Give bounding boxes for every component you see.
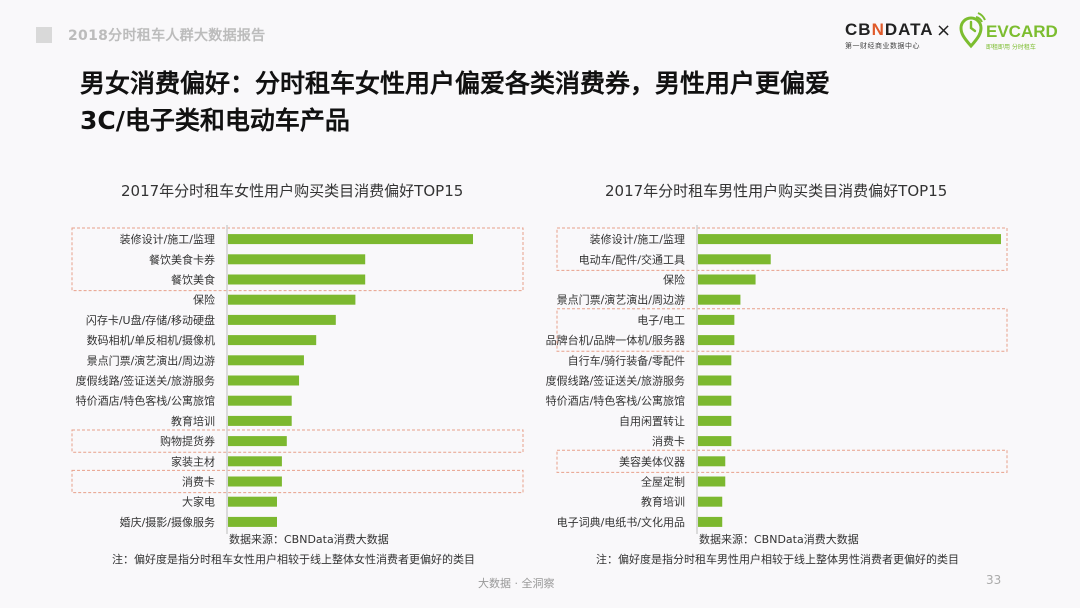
- chart-title: 2017年分时租车男性用户购买类目消费偏好TOP15: [605, 182, 948, 200]
- category-label: 数码相机/单反相机/摄像机: [87, 333, 215, 347]
- male-chart-source: 数据来源：CBNData消费大数据: [699, 533, 859, 546]
- bar: [228, 436, 287, 447]
- highlight-box: [71, 429, 524, 453]
- cbndata-subtitle: 第一财经商业数据中心: [845, 42, 920, 50]
- bar: [228, 456, 282, 467]
- category-label: 景点门票/演艺演出/周边游: [557, 293, 685, 307]
- cbndata-logo: CBNDATA 第一财经商业数据中心: [845, 20, 934, 51]
- evcard-logo: EVCARD 即租即用 分时租车: [958, 12, 1058, 52]
- bar: [228, 274, 366, 285]
- bar: [228, 375, 300, 386]
- collab-times-sign: ×: [936, 20, 952, 41]
- male-preference-chart: 2017年分时租车男性用户购买类目消费偏好TOP15 装修设计/施工/监理电动车…: [0, 180, 1080, 580]
- category-label: 保险: [193, 293, 215, 307]
- highlight-box: [556, 308, 1008, 352]
- category-label: 装修设计/施工/监理: [120, 232, 215, 246]
- female-chart-source: 数据来源：CBNData消费大数据: [229, 533, 389, 546]
- slide-title: 男女消费偏好：分时租车女性用户偏爱各类消费券，男性用户更偏爱 3C/电子类和电动…: [80, 65, 830, 139]
- highlight-box: [556, 227, 1008, 271]
- category-label: 美容美体仪器: [619, 454, 685, 468]
- category-label: 闪存卡/U盘/存储/移动硬盘: [86, 313, 215, 327]
- category-label: 餐饮美食: [171, 273, 215, 287]
- evcard-subtitle: 即租即用 分时租车: [986, 44, 1036, 51]
- category-label: 消费卡: [182, 475, 215, 489]
- location-pin-clock-icon: [959, 12, 986, 49]
- highlight-box: [71, 227, 524, 292]
- category-label: 自行车/骑行装备/零配件: [568, 353, 685, 367]
- bar: [228, 335, 317, 346]
- category-label: 装修设计/施工/监理: [590, 232, 685, 246]
- category-label: 电子/电工: [637, 314, 685, 327]
- bar: [698, 254, 771, 265]
- male-chart-note: 注：偏好度是指分时租车男性用户相较于线上整体男性消费者更偏好的类目: [596, 553, 959, 566]
- page-number: 33: [986, 573, 1002, 587]
- category-label: 品牌台机/品牌一体机/服务器: [546, 333, 685, 347]
- bar: [698, 314, 735, 325]
- report-title: 2018分时租车人群大数据报告: [68, 28, 266, 44]
- evcard-wordmark: EVCARD: [986, 22, 1058, 41]
- category-label: 保险: [663, 273, 685, 287]
- bar: [698, 395, 732, 406]
- category-label: 电动车/配件/交通工具: [579, 252, 685, 266]
- category-label: 消费卡: [652, 434, 685, 448]
- bar: [698, 375, 732, 386]
- slide-title-line-2: 3C/电子类和电动车产品: [80, 106, 350, 135]
- header-square-marker: [36, 27, 52, 43]
- bar: [698, 335, 735, 346]
- category-label: 全屋定制: [641, 475, 685, 489]
- bar: [698, 436, 732, 447]
- bar: [228, 476, 282, 487]
- highlight-box: [556, 449, 1008, 473]
- bar: [228, 496, 277, 507]
- bar: [228, 254, 366, 265]
- category-label: 特价酒店/特色客栈/公寓旅馆: [76, 394, 215, 408]
- category-label: 家装主材: [171, 454, 215, 468]
- bar: [698, 415, 732, 426]
- bar: [698, 294, 741, 305]
- category-label: 餐饮美食卡券: [149, 252, 215, 266]
- category-label: 婚庆/摄影/摄像服务: [120, 515, 215, 529]
- highlight-box: [71, 469, 524, 494]
- category-label: 电子词典/电纸书/文化用品: [557, 515, 685, 529]
- category-label: 度假线路/签证送关/旅游服务: [76, 374, 215, 388]
- bar: [228, 234, 473, 245]
- bar: [228, 355, 304, 366]
- bar: [698, 234, 1001, 245]
- category-label: 自用闲置转让: [619, 414, 685, 428]
- category-label: 教育培训: [641, 495, 685, 509]
- bar: [698, 476, 726, 487]
- category-label: 特价酒店/特色客栈/公寓旅馆: [546, 394, 685, 408]
- category-label: 购物提货券: [160, 434, 215, 448]
- cbndata-wordmark: CBNDATA: [845, 20, 934, 39]
- bar: [228, 294, 356, 305]
- bar: [698, 496, 723, 507]
- female-chart-svg: 装修设计/施工/监理餐饮美食卡券餐饮美食保险闪存卡/U盘/存储/移动硬盘数码相机…: [71, 225, 524, 534]
- bar: [228, 415, 292, 426]
- female-preference-chart: 2017年分时租车女性用户购买类目消费偏好TOP15 装修设计/施工/监理餐饮美…: [0, 180, 540, 580]
- footer-tagline: 大数据 · 全洞察: [478, 577, 555, 590]
- bar: [228, 314, 336, 325]
- category-label: 景点门票/演艺演出/周边游: [87, 353, 215, 367]
- female-chart-note: 注：偏好度是指分时租车女性用户相较于线上整体女性消费者更偏好的类目: [112, 553, 475, 566]
- category-label: 教育培训: [171, 414, 215, 428]
- bar: [228, 516, 277, 527]
- slide-title-line-1: 男女消费偏好：分时租车女性用户偏爱各类消费券，男性用户更偏爱: [80, 69, 831, 98]
- bar: [698, 274, 756, 285]
- bar: [698, 355, 732, 366]
- category-label: 度假线路/签证送关/旅游服务: [546, 374, 685, 388]
- bar: [698, 456, 726, 467]
- male-chart-svg: 装修设计/施工/监理电动车/配件/交通工具保险景点门票/演艺演出/周边游电子/电…: [546, 225, 1008, 534]
- category-label: 大家电: [182, 495, 215, 509]
- chart-title: 2017年分时租车女性用户购买类目消费偏好TOP15: [121, 182, 464, 200]
- bar: [698, 516, 723, 527]
- bar: [228, 395, 292, 406]
